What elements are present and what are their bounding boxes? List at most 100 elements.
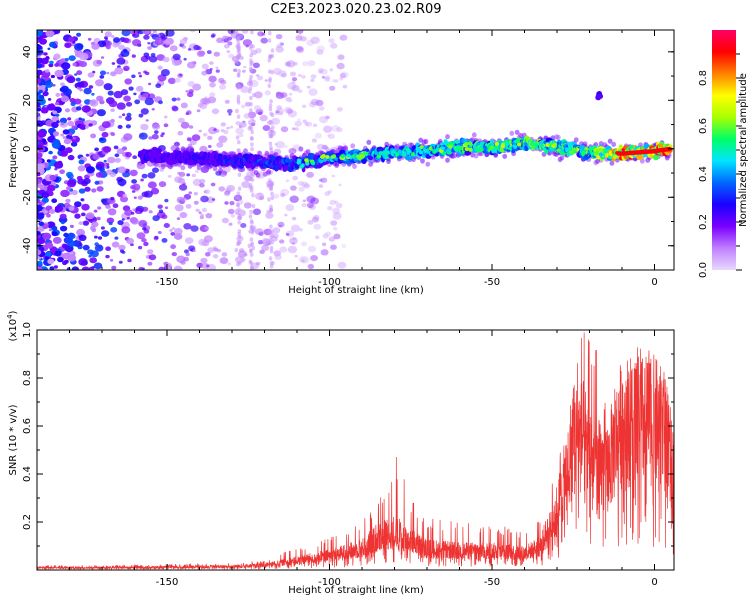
heatmap-cell bbox=[609, 160, 615, 166]
heatmap-cell bbox=[100, 56, 105, 59]
heatmap-cell bbox=[119, 249, 125, 253]
heatmap-cell bbox=[310, 255, 318, 262]
heatmap-cell bbox=[44, 69, 50, 73]
heatmap-cell bbox=[170, 232, 176, 236]
heatmap-cell bbox=[325, 155, 330, 159]
heatmap-cell bbox=[60, 62, 71, 70]
heatmap-cell bbox=[340, 154, 345, 159]
heatmap-cell bbox=[324, 75, 331, 80]
heatmap-cell bbox=[88, 254, 92, 258]
heatmap-cell bbox=[267, 58, 272, 63]
heatmap-cell bbox=[291, 242, 295, 245]
heatmap-cell bbox=[62, 260, 68, 266]
heatmap-cell bbox=[464, 150, 472, 156]
heatmap-cell bbox=[37, 260, 43, 266]
heatmap-cell bbox=[138, 113, 144, 118]
heatmap-cell bbox=[420, 158, 425, 164]
heatmap-cell bbox=[474, 146, 479, 151]
heatmap-cell bbox=[106, 71, 110, 75]
heatmap-cell bbox=[233, 68, 238, 72]
heatmap-cell bbox=[37, 144, 42, 148]
heatmap-cell bbox=[316, 49, 324, 55]
heatmap-cell bbox=[99, 75, 105, 79]
heatmap-cell bbox=[228, 113, 232, 116]
heatmap-cell bbox=[298, 256, 307, 263]
heatmap-cell bbox=[41, 197, 49, 203]
heatmap-cell bbox=[209, 82, 216, 88]
heatmap-cell bbox=[304, 122, 309, 126]
heatmap-cell bbox=[589, 146, 594, 151]
heatmap-cell bbox=[194, 169, 199, 173]
heatmap-cell bbox=[376, 154, 382, 159]
heatmap-cell bbox=[37, 249, 42, 256]
heatmap-cell bbox=[45, 56, 50, 60]
heatmap-cell bbox=[148, 82, 152, 86]
heatmap-cell bbox=[256, 74, 260, 77]
heatmap-cell bbox=[248, 214, 253, 219]
heatmap-cell bbox=[171, 252, 177, 257]
heatmap-cell bbox=[108, 221, 113, 226]
snr-series-line bbox=[37, 332, 674, 570]
heatmap-cell bbox=[67, 120, 75, 127]
heatmap-cell bbox=[174, 228, 183, 235]
heatmap-cell bbox=[310, 78, 315, 83]
heatmap-cell bbox=[110, 35, 115, 38]
heatmap-cell bbox=[346, 153, 351, 158]
heatmap-cell bbox=[467, 141, 473, 146]
heatmap-cell bbox=[183, 57, 187, 61]
heatmap-cell bbox=[85, 212, 95, 220]
heatmap-cell bbox=[147, 42, 151, 45]
heatmap-cell bbox=[342, 84, 348, 89]
heatmap-cell bbox=[42, 91, 49, 97]
heatmap-cell bbox=[96, 161, 105, 169]
heatmap-cell bbox=[81, 105, 91, 113]
heatmap-cell bbox=[42, 232, 52, 240]
heatmap-cell bbox=[237, 69, 241, 74]
heatmap-cell bbox=[315, 99, 324, 107]
heatmap-cell bbox=[141, 191, 149, 198]
heatmap-cell bbox=[464, 147, 470, 152]
heatmap-cell bbox=[237, 172, 242, 177]
heatmap-cell bbox=[269, 134, 274, 139]
heatmap-cell bbox=[78, 258, 88, 266]
heatmap-cell bbox=[196, 109, 201, 113]
heatmap-cell bbox=[308, 204, 316, 210]
heatmap-cell bbox=[237, 140, 241, 145]
heatmap-cell bbox=[78, 117, 82, 121]
heatmap-cell bbox=[136, 210, 141, 214]
heatmap-cell bbox=[171, 227, 176, 230]
heatmap-cell bbox=[251, 228, 256, 233]
heatmap-cell bbox=[63, 202, 71, 209]
spectrogram-frame bbox=[36, 29, 675, 271]
heatmap-cell bbox=[67, 254, 77, 262]
snr-y-scale-suffix: ) bbox=[8, 310, 19, 314]
heatmap-cell bbox=[75, 77, 81, 82]
heatmap-cell bbox=[158, 181, 167, 188]
heatmap-cell bbox=[395, 143, 400, 149]
heatmap-cell bbox=[78, 221, 84, 226]
x-tick-label: -100 bbox=[318, 277, 341, 288]
heatmap-cell bbox=[147, 172, 156, 179]
heatmap-cell bbox=[327, 133, 335, 140]
heatmap-cell bbox=[464, 142, 469, 146]
heatmap-cell bbox=[391, 150, 396, 154]
heatmap-cell bbox=[304, 158, 309, 163]
heatmap-cell bbox=[475, 142, 481, 146]
heatmap-cell bbox=[269, 99, 273, 104]
heatmap-cell bbox=[137, 195, 143, 200]
heatmap-cell bbox=[360, 154, 365, 159]
heatmap-cell bbox=[186, 110, 192, 115]
heatmap-cell bbox=[262, 125, 271, 131]
heatmap-cell bbox=[191, 60, 197, 65]
heatmap-cell bbox=[91, 43, 100, 50]
heatmap-cell bbox=[48, 63, 54, 68]
heatmap-cell bbox=[111, 62, 116, 65]
y-tick-label: 0.4 bbox=[22, 466, 33, 482]
heatmap-cell bbox=[199, 145, 208, 153]
heatmap-cell bbox=[223, 44, 230, 49]
heatmap-cell bbox=[71, 125, 77, 130]
heatmap-cell bbox=[494, 146, 499, 151]
heatmap-cell bbox=[78, 234, 87, 241]
heatmap-cell bbox=[138, 220, 148, 228]
